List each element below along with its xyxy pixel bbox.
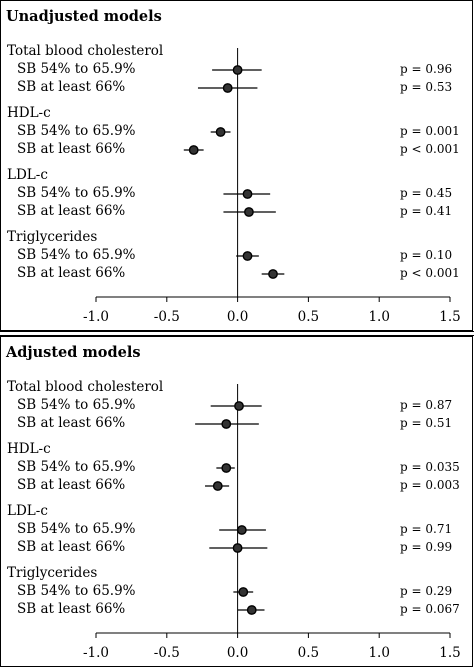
row-label: SB 54% to 65.9% (17, 247, 136, 263)
p-value: p = 0.45 (400, 186, 453, 200)
x-tick-label: -1.0 (83, 645, 109, 661)
row-label: SB at least 66% (17, 203, 126, 219)
estimate-point (215, 127, 226, 137)
p-value: p = 0.003 (400, 478, 460, 492)
estimate-point (244, 207, 254, 217)
estimate-point (212, 481, 223, 491)
estimate-point (246, 605, 257, 615)
group-label: Total blood cholesterol (7, 379, 164, 395)
row-label: SB at least 66% (17, 141, 126, 157)
estimate-point (232, 65, 243, 75)
panel-divider (0, 331, 474, 336)
x-tick-label: -1.0 (83, 309, 109, 325)
estimate-point (242, 189, 253, 199)
estimate-point (222, 83, 233, 93)
row-label: SB 54% to 65.9% (17, 185, 136, 201)
estimate-point (232, 543, 243, 553)
panel-title: Adjusted models (6, 344, 141, 361)
panel-title: Unadjusted models (6, 8, 162, 25)
p-value: p = 0.71 (400, 522, 453, 536)
row-label: SB at least 66% (17, 539, 126, 555)
p-value: p = 0.96 (400, 62, 453, 76)
p-value: p = 0.53 (400, 80, 453, 94)
x-tick-label: 1.5 (439, 309, 460, 325)
estimate-point (234, 401, 244, 411)
group-label: LDL-c (7, 167, 48, 183)
row-label: SB at least 66% (17, 265, 126, 281)
estimate-point (236, 525, 247, 535)
p-value: p = 0.10 (400, 248, 453, 262)
group-label: Total blood cholesterol (7, 43, 164, 59)
x-tick-label: 0.0 (227, 309, 248, 325)
p-value: p = 0.87 (400, 398, 453, 412)
panel-frame (0, 0, 473, 331)
x-tick-label: -0.5 (154, 309, 180, 325)
adjusted-panel: Adjusted models Total blood cholesterol S… (0, 336, 474, 668)
p-value: p = 0.99 (400, 540, 453, 554)
forest-plot: -1.0 -0.5 0.0 0.5 1.0 1.5 (83, 384, 461, 661)
row-label: SB at least 66% (17, 477, 126, 493)
estimate-point (268, 269, 278, 279)
estimate-point (242, 251, 253, 261)
x-tick-label: 0.5 (298, 309, 319, 325)
p-value: p = 0.001 (400, 124, 460, 138)
row-label: SB 54% to 65.9% (17, 397, 136, 413)
x-tick-label: 1.0 (368, 309, 389, 325)
row-label: SB 54% to 65.9% (17, 61, 136, 77)
estimate-point (188, 145, 199, 155)
x-tick-label: 1.5 (439, 645, 460, 661)
forest-plot: -1.0 -0.5 0.0 0.5 1.0 1.5 (83, 48, 461, 325)
group-label: LDL-c (7, 503, 48, 519)
x-tick-label: 1.0 (368, 645, 389, 661)
p-value: p = 0.29 (400, 584, 453, 598)
estimate-point (238, 587, 249, 597)
group-label: HDL-c (7, 105, 51, 121)
group-label: Triglycerides (7, 565, 98, 581)
row-label: SB 54% to 65.9% (17, 521, 136, 537)
unadjusted-panel: Unadjusted models Total blood cholestero… (0, 0, 474, 336)
estimate-point (221, 419, 232, 429)
p-value: p = 0.035 (400, 460, 460, 474)
group-label: HDL-c (7, 441, 51, 457)
x-tick-label: 0.5 (298, 645, 319, 661)
row-label: SB at least 66% (17, 601, 126, 617)
p-value: p < 0.001 (400, 266, 460, 280)
p-value: p = 0.41 (400, 204, 453, 218)
p-value: p = 0.51 (400, 416, 453, 430)
x-tick-label: -0.5 (154, 645, 180, 661)
row-label: SB 54% to 65.9% (17, 123, 136, 139)
row-label: SB 54% to 65.9% (17, 583, 136, 599)
p-value: p = 0.067 (400, 602, 460, 616)
row-label: SB 54% to 65.9% (17, 459, 136, 475)
panel-frame (0, 336, 473, 667)
p-value: p < 0.001 (400, 142, 460, 156)
x-tick-label: 0.0 (227, 645, 248, 661)
row-label: SB at least 66% (17, 415, 126, 431)
estimate-point (221, 463, 232, 473)
row-label: SB at least 66% (17, 79, 126, 95)
group-label: Triglycerides (7, 229, 98, 245)
